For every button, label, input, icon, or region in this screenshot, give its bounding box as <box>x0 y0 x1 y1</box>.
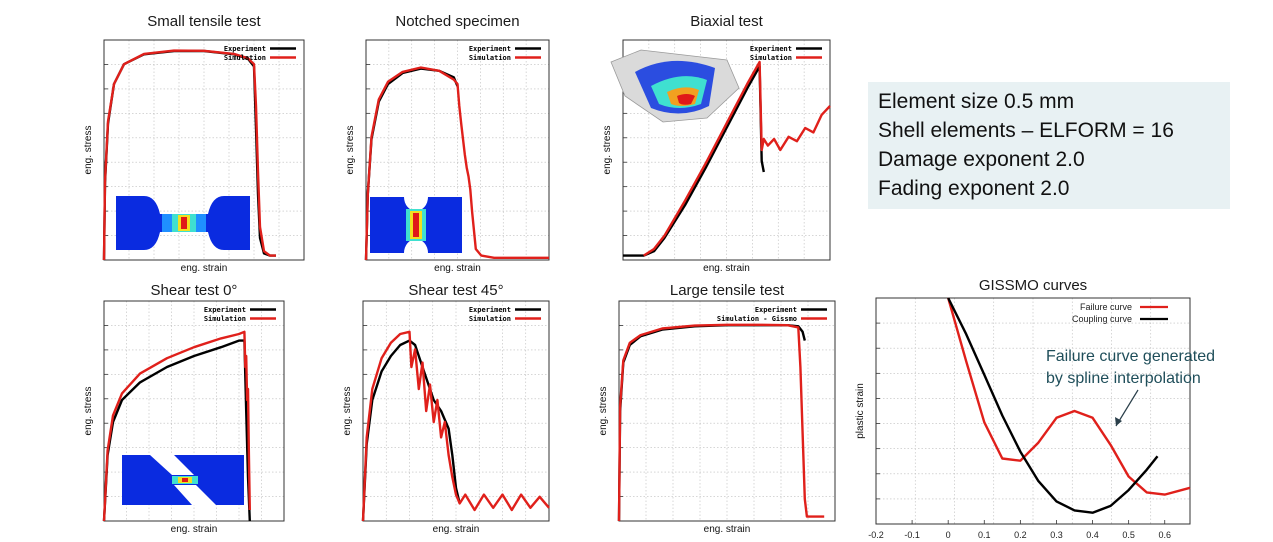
series-line-experiment <box>361 339 461 522</box>
legend-label: Experiment <box>224 45 266 53</box>
y-axis-label: eng. stress <box>83 387 94 436</box>
series-line-simulation <box>102 49 276 261</box>
y-axis-label: plastic strain <box>855 383 866 439</box>
plot-frame <box>365 39 550 261</box>
y-axis-label: eng. stress <box>345 126 356 175</box>
x-axis-label: eng. strain <box>434 263 481 274</box>
legend-label: Experiment <box>750 45 792 53</box>
chart-title: Notched specimen <box>395 13 520 30</box>
plot-area: Failure curve Coupling curve plastic strai… <box>855 297 1191 540</box>
info-line-damage-exponent: Damage exponent 2.0 <box>878 148 1085 171</box>
y-axis-label: eng. stress <box>602 126 613 175</box>
chart-title: GISSMO curves <box>978 277 1088 294</box>
x-axis-label: eng. strain <box>703 263 750 274</box>
plot-frame <box>362 300 550 522</box>
legend-label: Failure curve <box>1080 302 1132 312</box>
info-line-element-size: Element size 0.5 mm <box>878 90 1075 113</box>
legend-label: Simulation <box>204 315 246 323</box>
x-axis-label: eng. strain <box>704 524 751 535</box>
annotation-arrowhead <box>1115 417 1122 426</box>
gissmo-annotation: Failure curve generated by spline interpo… <box>1046 348 1215 387</box>
series-line-simulation-gissmo <box>617 323 825 522</box>
x-axis-label: eng. strain <box>433 524 480 535</box>
series-line-simulation <box>102 330 251 522</box>
info-line-shell-elements: Shell elements – ELFORM = 16 <box>878 119 1174 142</box>
series-line-simulation <box>364 66 549 261</box>
specimen-inset-shear <box>122 455 244 505</box>
x-axis-label: eng. strain <box>171 524 218 535</box>
chart-title: Large tensile test <box>669 282 785 299</box>
chart-title: Biaxial test <box>690 13 763 30</box>
plot-frame <box>103 300 285 522</box>
x-tick-label: 0.2 <box>1014 530 1027 540</box>
legend-label: Simulation <box>469 315 511 323</box>
y-axis-label: eng. stress <box>83 126 94 175</box>
legend-label: Simulation <box>750 54 792 62</box>
plot-frame <box>622 39 831 261</box>
specimen-inset-notched <box>370 197 462 253</box>
x-tick-label: 0 <box>946 530 951 540</box>
x-tick-label: 0.6 <box>1158 530 1171 540</box>
legend-label: Experiment <box>469 306 511 314</box>
parameters-box: Element size 0.5 mm Shell elements – ELF… <box>868 82 1230 209</box>
x-tick-label: -0.2 <box>868 530 884 540</box>
specimen-inset-dogbone <box>116 196 250 250</box>
x-tick-label: 0.1 <box>978 530 991 540</box>
series-line-simulation <box>361 330 550 522</box>
info-line-fading-exponent: Fading exponent 2.0 <box>878 177 1070 200</box>
chart-title: Small tensile test <box>147 13 261 30</box>
series-line-simulation <box>643 60 831 257</box>
legend-label: Simulation <box>469 54 511 62</box>
x-tick-label: 0.5 <box>1122 530 1135 540</box>
legend-label: Simulation - Gissmo <box>717 315 797 323</box>
legend-label: Experiment <box>469 45 511 53</box>
x-tick-label: 0.4 <box>1086 530 1099 540</box>
series-line-coupling-curve <box>947 297 1159 514</box>
legend: Failure curve Coupling curve <box>1072 302 1168 324</box>
x-axis-label: eng. strain <box>181 263 228 274</box>
specimen-inset-dome <box>610 49 740 123</box>
x-tick-label: -0.1 <box>904 530 920 540</box>
chart-title: Shear test 0° <box>150 282 238 299</box>
plot-frame <box>875 297 1191 525</box>
legend-label: Experiment <box>755 306 797 314</box>
chart-title: Shear test 45° <box>408 282 504 299</box>
plot-frame <box>103 39 305 261</box>
y-axis-label: eng. stress <box>598 387 609 436</box>
x-tick-label: 0.3 <box>1050 530 1063 540</box>
y-axis-label: eng. stress <box>342 387 353 436</box>
series-line-failure-curve <box>947 297 1191 496</box>
legend-label: Coupling curve <box>1072 314 1132 324</box>
legend-label: Simulation <box>224 54 266 62</box>
legend-label: Experiment <box>204 306 246 314</box>
